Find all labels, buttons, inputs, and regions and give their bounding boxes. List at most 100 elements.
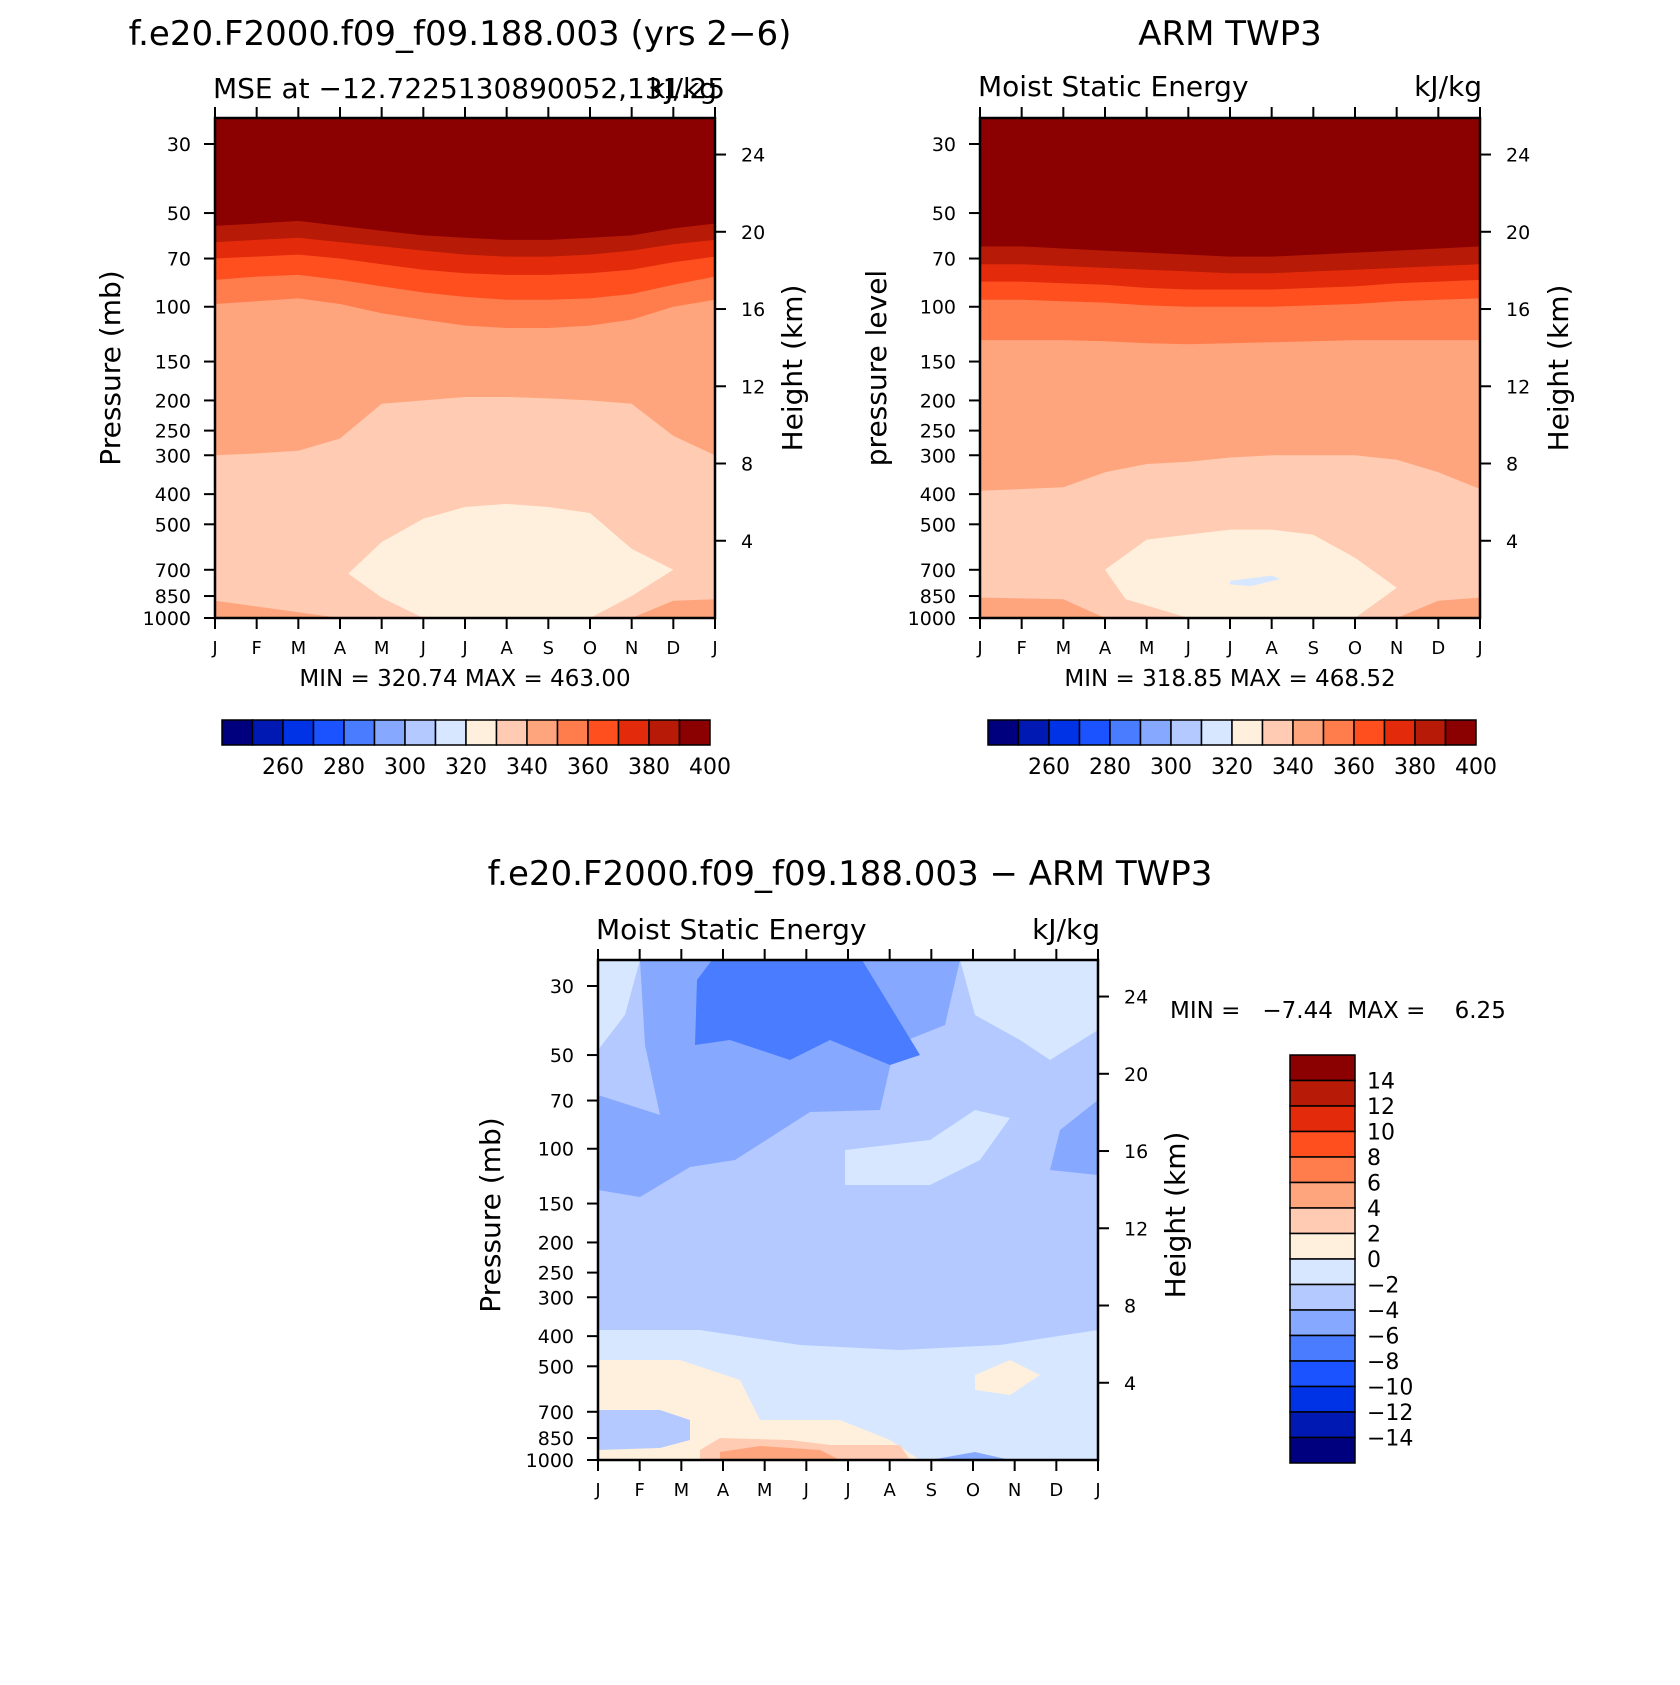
colorbar-label: 10 xyxy=(1367,1121,1395,1146)
colorbar: 260 280 300 320 340 360 380 400 xyxy=(221,719,731,780)
y-tick-label: 300 xyxy=(538,1287,574,1309)
colorbar-label: 400 xyxy=(1455,755,1497,780)
y-tick-label: 850 xyxy=(155,586,191,608)
y-tick-label: 30 xyxy=(550,976,574,998)
x-tick-label: M xyxy=(674,1480,690,1501)
x-tick-label: F xyxy=(1016,638,1026,659)
colorbar-label: −12 xyxy=(1367,1401,1413,1426)
colorbar-swatch xyxy=(1289,1385,1356,1413)
x-tick-label: A xyxy=(501,638,514,659)
colorbar-swatch xyxy=(1289,1105,1356,1133)
y-tick-label: 70 xyxy=(550,1091,574,1113)
x-tick-label: A xyxy=(717,1480,730,1501)
y-tick-label-right: 24 xyxy=(741,145,765,167)
panel-subtitle-right: kJ/kg xyxy=(1032,913,1100,946)
y-tick-label: 400 xyxy=(538,1326,574,1348)
y-tick-label: 500 xyxy=(538,1356,574,1378)
x-tick-label: D xyxy=(1049,1480,1063,1501)
y-tick-label: 70 xyxy=(167,249,191,271)
colorbar-swatch xyxy=(434,719,467,746)
y-tick-label: 850 xyxy=(538,1428,574,1450)
contour-band-minus4-surface xyxy=(930,1452,1010,1460)
y-tick-label-right: 16 xyxy=(741,299,765,321)
x-tick-label: N xyxy=(1390,638,1403,659)
contour-band xyxy=(980,118,1480,240)
x-tick-label: S xyxy=(1308,638,1319,659)
y-tick-label-right: 20 xyxy=(1506,222,1530,244)
y-tick-label-right: 4 xyxy=(1506,531,1518,553)
y-tick-label: 200 xyxy=(155,390,191,412)
colorbar-swatch xyxy=(1078,719,1111,746)
colorbar-swatch xyxy=(1289,1411,1356,1439)
y-tick-label: 100 xyxy=(155,297,191,319)
colorbar-label: 300 xyxy=(1150,755,1192,780)
contour-band-0-top-right xyxy=(960,960,1098,1060)
colorbar-swatch xyxy=(465,719,498,746)
colorbar-label: 12 xyxy=(1367,1095,1395,1120)
colorbar-swatch xyxy=(556,719,589,746)
colorbar-swatch xyxy=(1261,719,1294,746)
x-tick-label: O xyxy=(1348,638,1362,659)
colorbar-swatch xyxy=(1289,1207,1356,1235)
y-tick-label: 250 xyxy=(155,421,191,443)
contour-plot xyxy=(598,960,1098,1460)
y-axis-label-right: Height (km) xyxy=(1542,285,1575,452)
colorbar-label: 340 xyxy=(506,755,548,780)
y-tick-label: 200 xyxy=(920,390,956,412)
y-tick-label: 30 xyxy=(167,134,191,156)
colorbar-swatch xyxy=(1139,719,1172,746)
x-tick-label: M xyxy=(1139,638,1155,659)
x-tick-label: F xyxy=(634,1480,644,1501)
colorbar-swatch xyxy=(987,719,1020,746)
contour-band-plus2-right xyxy=(975,1360,1040,1395)
y-tick-label-right: 20 xyxy=(1124,1064,1148,1086)
colorbar-swatch xyxy=(1200,719,1233,746)
y-tick-label: 700 xyxy=(920,560,956,582)
x-tick-label: M xyxy=(291,638,307,659)
x-tick-label: N xyxy=(625,638,638,659)
colorbar-swatch xyxy=(1231,719,1264,746)
colorbar-swatch xyxy=(1289,1054,1356,1082)
colorbar-swatch xyxy=(312,719,345,746)
colorbar-swatch xyxy=(1048,719,1081,746)
colorbar-swatch xyxy=(404,719,437,746)
panel-title: f.e20.F2000.f09_f09.188.003 (yrs 2−6) xyxy=(129,14,792,54)
y-tick-label-right: 4 xyxy=(1124,1373,1136,1395)
colorbar-label: 280 xyxy=(1089,755,1131,780)
x-tick-label: A xyxy=(334,638,347,659)
x-tick-label: S xyxy=(926,1480,937,1501)
colorbar-swatch xyxy=(251,719,284,746)
y-tick-label: 1000 xyxy=(526,1450,574,1472)
x-tick-label: A xyxy=(1099,638,1112,659)
colorbar-label: 320 xyxy=(445,755,487,780)
y-tick-label-right: 24 xyxy=(1506,145,1530,167)
x-tick-label: J xyxy=(1185,638,1191,659)
panel-subtitle-left: Moist Static Energy xyxy=(978,70,1249,103)
x-tick-label: O xyxy=(583,638,597,659)
y-tick-label-right: 8 xyxy=(1124,1296,1136,1318)
y-tick-label: 400 xyxy=(920,484,956,506)
colorbar-label: 380 xyxy=(1394,755,1436,780)
y-tick-label: 400 xyxy=(155,484,191,506)
y-tick-label-right: 8 xyxy=(1506,454,1518,476)
y-tick-label: 1000 xyxy=(143,608,191,630)
x-tick-label: J xyxy=(1476,638,1482,659)
y-tick-label-right: 12 xyxy=(1506,376,1530,398)
x-tick-label: N xyxy=(1008,1480,1021,1501)
x-tick-label: J xyxy=(711,638,717,659)
panel-model: f.e20.F2000.f09_f09.188.003 (yrs 2−6) MS… xyxy=(94,14,809,780)
y-axis-label: Pressure (mb) xyxy=(474,1117,507,1312)
colorbar-swatch xyxy=(282,719,315,746)
colorbar-label: −8 xyxy=(1367,1350,1399,1375)
x-tick-label: D xyxy=(1431,638,1445,659)
contour-band-surface-right xyxy=(1396,597,1480,618)
colorbar-swatch xyxy=(1444,719,1477,746)
colorbar-swatch xyxy=(495,719,528,746)
contour-band-minus2-lowleft xyxy=(598,1410,690,1450)
